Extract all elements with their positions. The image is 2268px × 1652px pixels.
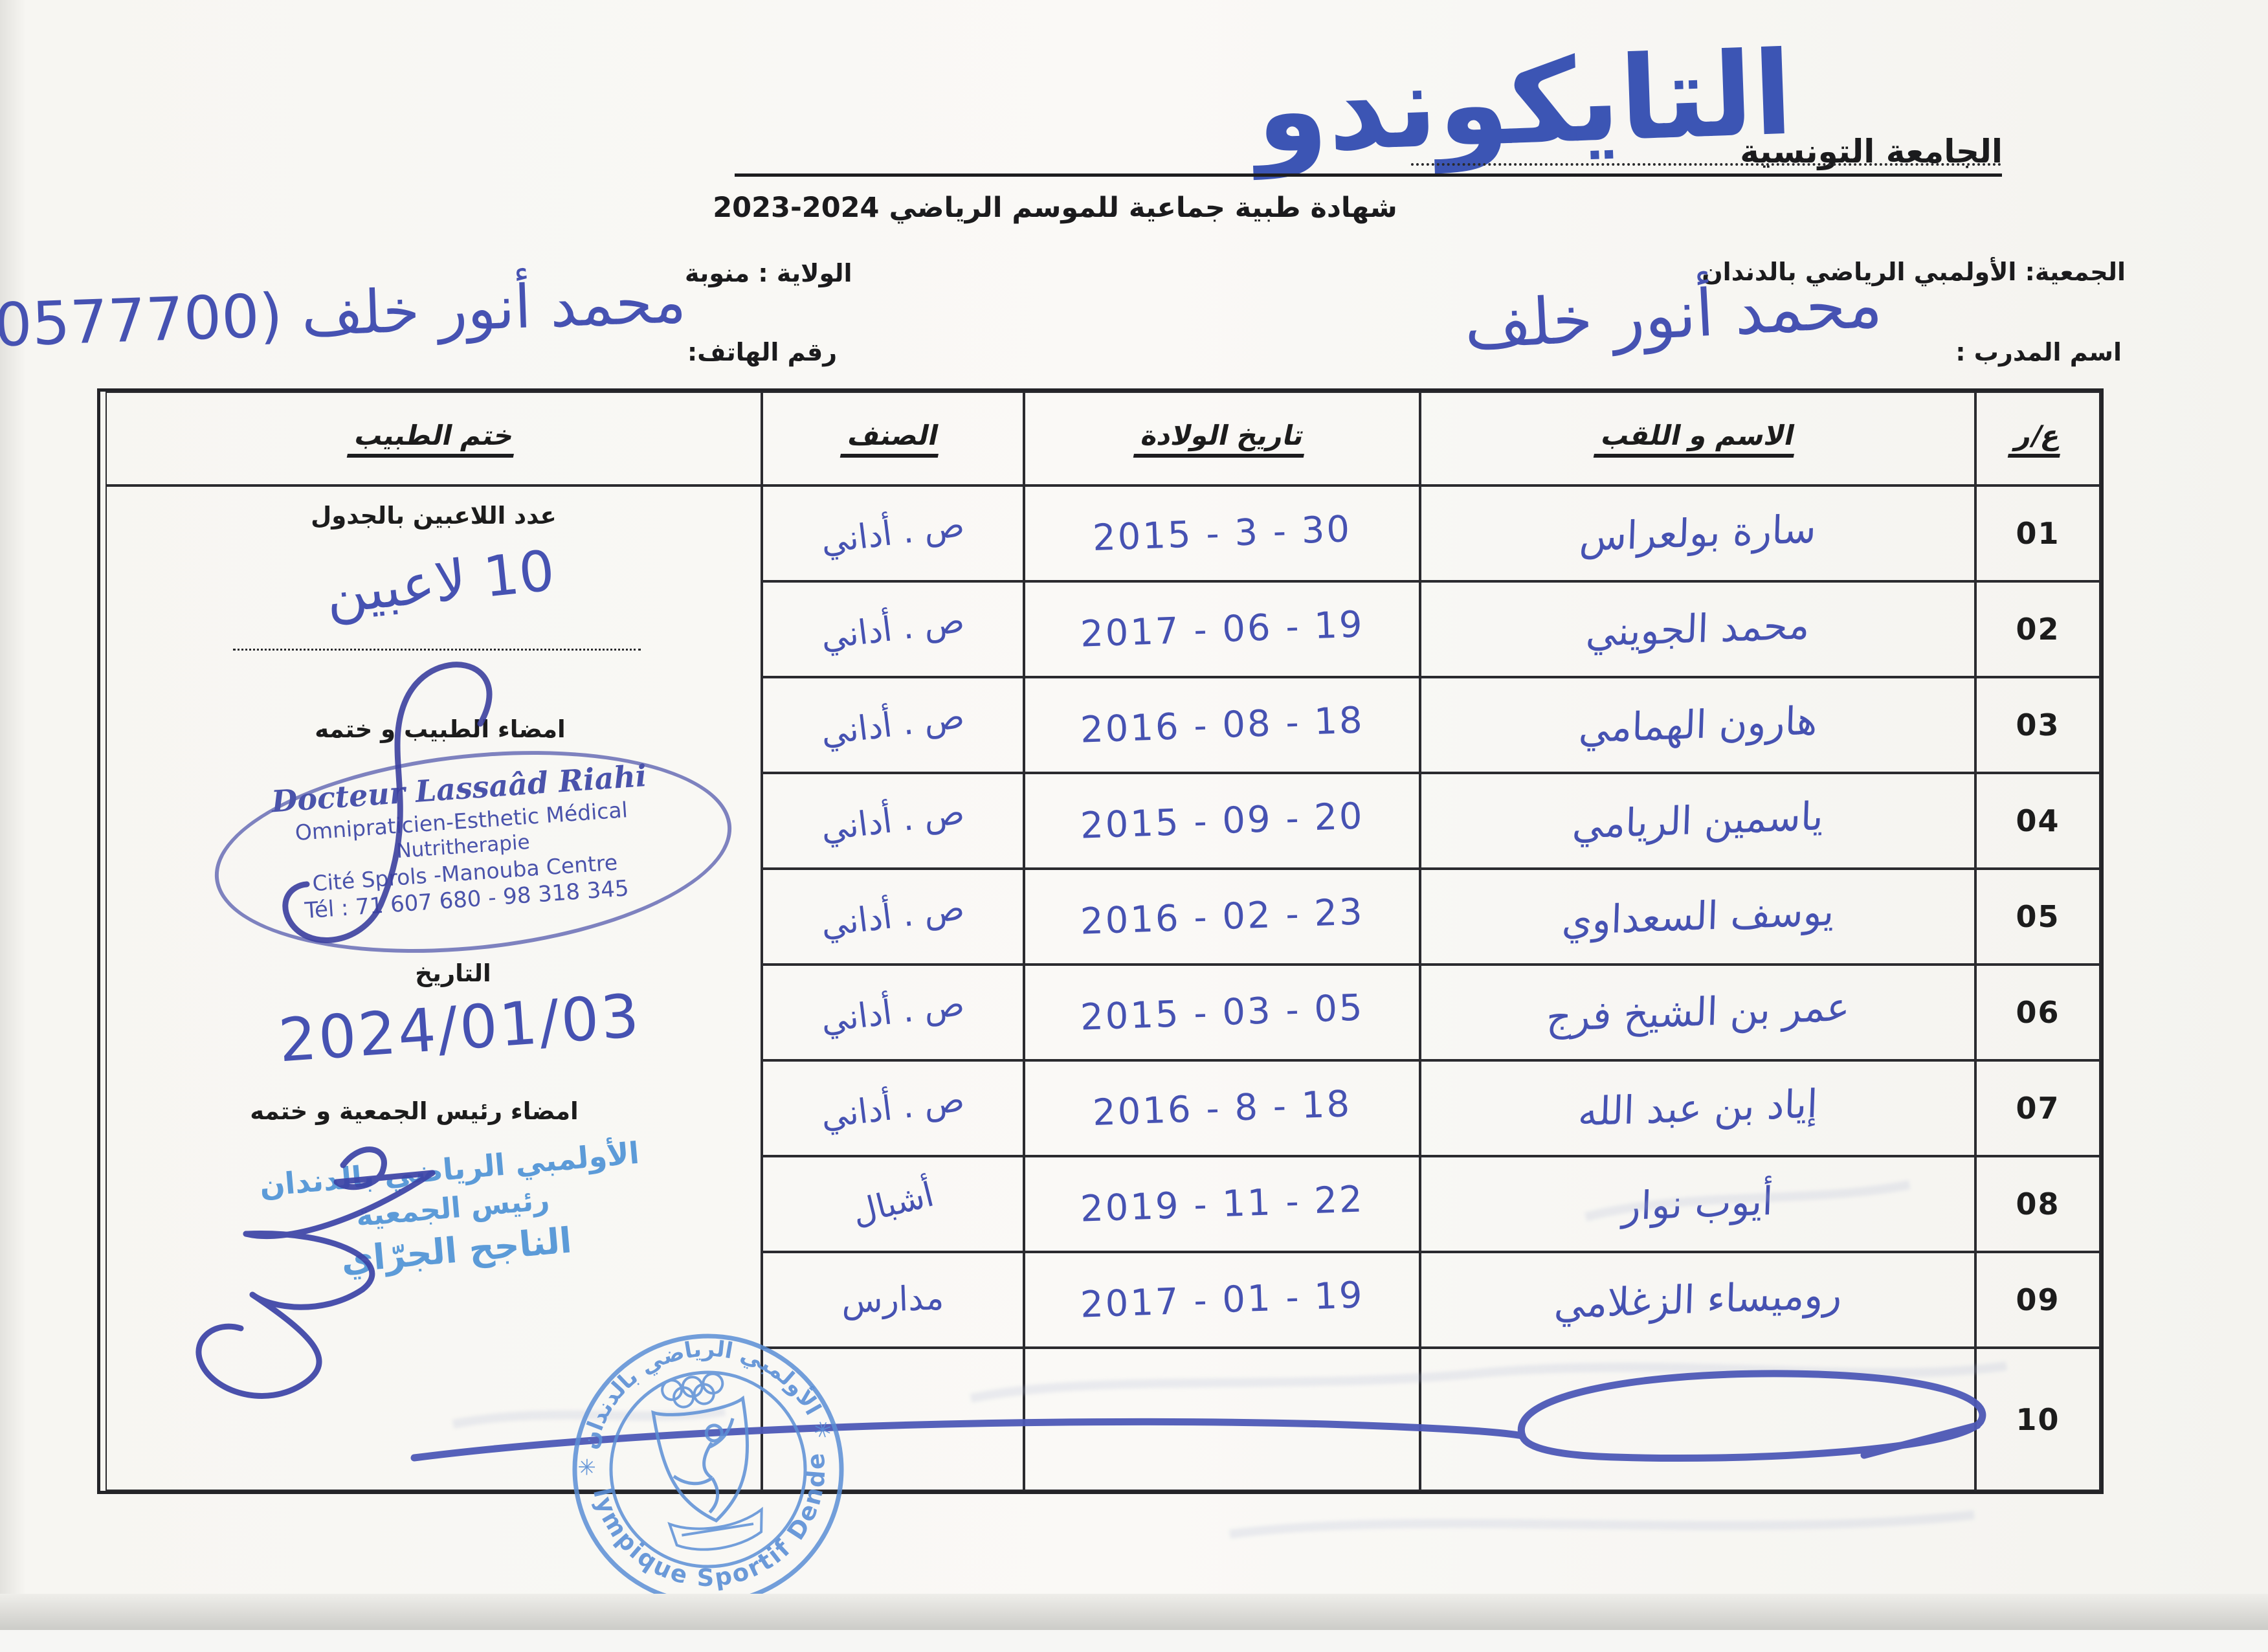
player-name: يوسف السعداوي <box>1420 869 1975 965</box>
coach-label: اسم المدرب : <box>1955 338 2122 366</box>
row-number: 02 <box>1975 581 2100 677</box>
player-category: ص . أداني <box>762 486 1024 581</box>
players-count-label: عدد اللاعبين بالجدول <box>311 502 557 530</box>
player-category: ص . أداني <box>762 581 1024 677</box>
col-header-birthdate: تاريخ الولادة <box>1024 392 1420 486</box>
player-name: سارة بولعراس <box>1420 486 1975 581</box>
title-underline <box>735 173 2002 177</box>
player-category: ص . أداني <box>762 677 1024 773</box>
player-category: ص . أداني <box>762 869 1024 965</box>
player-category: مدارس <box>762 1252 1024 1348</box>
doctor-signature <box>282 662 493 943</box>
players-table: ع/ر الاسم و اللقب تاريخ الولادة الصنف خت… <box>97 388 2104 1494</box>
president-signature-label: امضاء رئيس الجمعية و ختمه <box>250 1097 579 1125</box>
player-name-empty <box>1420 1348 1975 1491</box>
president-signature <box>195 1146 436 1399</box>
col-header-doctor-stamp: ختم الطبيب <box>106 392 762 486</box>
row-number: 04 <box>1975 773 2100 869</box>
title-dotted-underline <box>1411 163 2001 166</box>
player-birthdate: 2015 - 03 - 05 <box>1024 965 1420 1060</box>
taekwondo-fighter-shield-icon <box>651 1395 749 1523</box>
row-number: 09 <box>1975 1252 2100 1348</box>
col-header-category: الصنف <box>762 392 1024 486</box>
player-birthdate: 2016 - 02 - 23 <box>1024 869 1420 965</box>
player-name: روميساء الزغلامي <box>1420 1252 1975 1348</box>
governorate-label: الولاية : منوبة <box>685 259 852 287</box>
certificate-title: شهادة طبية جماعية للموسم الرياضي 2024-20… <box>713 192 1397 224</box>
player-category: ص . أداني <box>762 773 1024 869</box>
scan-edge-shadow <box>0 1594 2268 1630</box>
player-birthdate: 2016 - 8 - 18 <box>1024 1060 1420 1156</box>
player-birthdate: 2019 - 11 - 22 <box>1024 1156 1420 1252</box>
row-number: 06 <box>1975 965 2100 1060</box>
row-number: 05 <box>1975 869 2100 965</box>
row-number: 01 <box>1975 486 2100 581</box>
ink-bleed-ghosts <box>452 1180 2008 1539</box>
player-name: إياد بن عبد الله <box>1420 1060 1975 1156</box>
date-label: التاريخ <box>415 959 491 987</box>
player-birthdate: 2016 - 08 - 18 <box>1024 677 1420 773</box>
player-birthdate: 2015 - 3 - 30 <box>1024 486 1420 581</box>
col-header-name: الاسم و اللقب <box>1420 392 1975 486</box>
scan-edge-light <box>0 1630 2268 1652</box>
olympic-rings-icon <box>661 1372 724 1409</box>
player-category: أشبال <box>762 1156 1024 1252</box>
doctor-stamp-column <box>106 486 762 1491</box>
col-header-index: ع/ر <box>1975 392 2100 486</box>
player-name: عمر بن الشيخ فرج <box>1420 965 1975 1060</box>
player-birthdate: 2017 - 01 - 19 <box>1024 1252 1420 1348</box>
player-name: أيوب نوار <box>1420 1156 1975 1252</box>
row10-strike <box>410 1370 1986 1462</box>
row-number: 10 <box>1975 1348 2100 1491</box>
player-birthdate: 2015 - 09 - 20 <box>1024 773 1420 869</box>
row-number: 08 <box>1975 1156 2100 1252</box>
stamp-banner <box>667 1506 763 1551</box>
player-name: محمد الجويني <box>1420 581 1975 677</box>
club-round-stamp: ✳ الأولمبي الرياضي بالدندان ✳ Olympique … <box>529 1287 849 1615</box>
phone-label: رقم الهاتف: <box>687 338 838 366</box>
players-count-dotted-line <box>233 649 641 651</box>
player-name: هارون الهمامي <box>1420 677 1975 773</box>
player-category: ص . أداني <box>762 965 1024 1060</box>
doctor-signature-label: امضاء الطبيب و ختمه <box>315 715 566 743</box>
player-birthdate: 2017 - 06 - 19 <box>1024 581 1420 677</box>
player-name: ياسمين الريامي <box>1420 773 1975 869</box>
player-category: ص . أداني <box>762 1060 1024 1156</box>
row-number: 07 <box>1975 1060 2100 1156</box>
association-label: الجمعية: الأولمبي الرياضي بالدندان <box>1702 258 2126 286</box>
row-number: 03 <box>1975 677 2100 773</box>
